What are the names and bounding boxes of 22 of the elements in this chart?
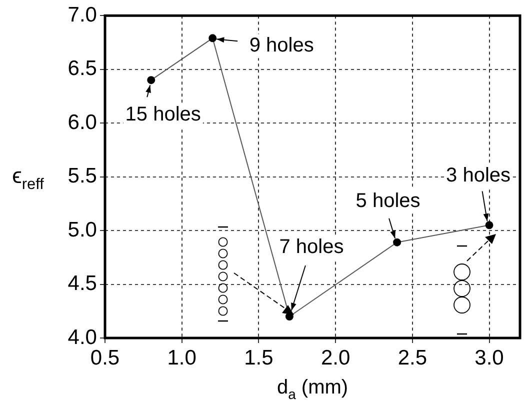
y-tick-label: 4.5 [68, 272, 97, 296]
point [393, 238, 402, 246]
y-tick-label: 5.5 [68, 164, 97, 188]
annotation: 5 holes [356, 190, 420, 212]
point [485, 221, 494, 230]
x-tick-label: 2.0 [320, 346, 350, 370]
annotation: 15 holes [125, 104, 201, 126]
x-tick-label: 1.5 [244, 346, 274, 370]
annotation: 9 holes [249, 34, 314, 57]
annotation: 3 holes [446, 164, 511, 187]
point [208, 34, 217, 42]
y-tick-label: 7.0 [68, 3, 97, 26]
point [147, 76, 156, 84]
y-tick-label: 6.5 [68, 57, 97, 80]
x-tick-label: 3.0 [474, 346, 504, 370]
annotation: 7 holes [279, 236, 344, 258]
y-tick-label: 4.0 [68, 326, 97, 349]
y-tick-label: 6.0 [68, 110, 97, 134]
x-tick-label: 0.5 [90, 346, 120, 370]
x-tick-label: 2.5 [398, 346, 428, 370]
x-tick-label: 1.0 [167, 346, 196, 370]
y-tick-label: 5.0 [68, 218, 97, 242]
